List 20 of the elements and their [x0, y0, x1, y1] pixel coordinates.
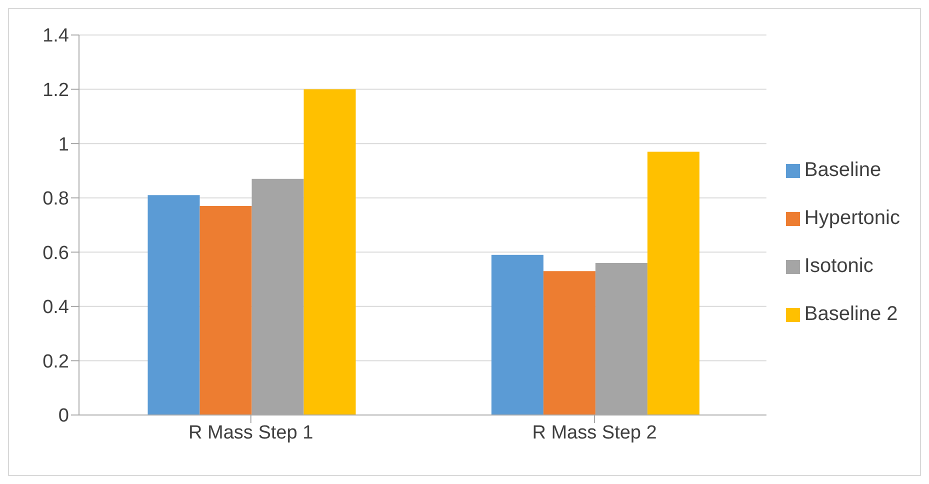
x-tick-label: R Mass Step 2 — [532, 422, 657, 444]
bar — [304, 89, 356, 415]
legend-label: Baseline — [804, 159, 882, 181]
bar — [200, 206, 252, 415]
y-tick-label: 1.4 — [42, 26, 70, 47]
y-tick-label: 1.2 — [42, 80, 69, 102]
x-tick-label: R Mass Step 1 — [188, 422, 314, 444]
y-tick-label: 0.2 — [42, 351, 69, 372]
legend-label: Hypertonic — [804, 207, 900, 229]
y-tick-label: 0 — [58, 406, 69, 427]
bar — [543, 271, 596, 415]
y-tick-label: 1 — [58, 134, 69, 156]
legend-label: Isotonic — [804, 255, 874, 277]
legend-label: Baseline 2 — [804, 303, 898, 325]
bar — [491, 254, 544, 415]
bar — [148, 195, 200, 415]
bar — [647, 152, 700, 415]
y-tick-label: 0.8 — [42, 188, 69, 210]
y-tick-label: 0.6 — [42, 242, 69, 264]
y-tick-label: 0.4 — [42, 297, 70, 318]
